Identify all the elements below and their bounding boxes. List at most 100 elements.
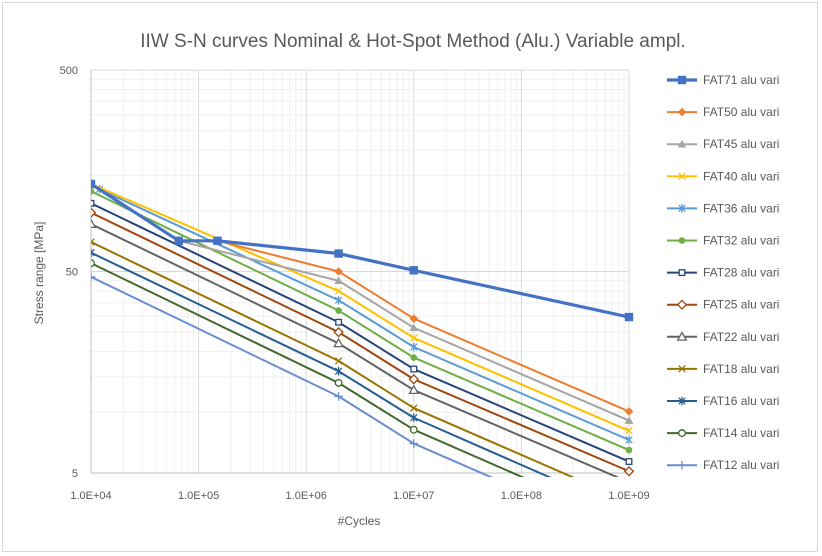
data-point (409, 439, 419, 448)
data-point (334, 295, 343, 305)
axes: 1.0E+04 1.0E+05 1.0E+06 1.0E+07 1.0E+08 1.0E+… (60, 65, 650, 502)
data-point (91, 207, 97, 218)
data-point (334, 267, 343, 276)
data-point (334, 392, 343, 401)
legend-entry: FAT16 alu vari (667, 394, 779, 408)
series-fat22-alu-vari (91, 218, 630, 477)
legend-entry: FAT28 alu vari (667, 266, 779, 280)
chart-canvas: IIW S-N curves Nominal & Hot-Spot Method… (32, 31, 779, 528)
data-point (623, 466, 635, 477)
plot-series (91, 179, 635, 527)
data-point (91, 188, 95, 195)
data-point (334, 378, 343, 387)
y-tick-label: 500 (60, 65, 78, 77)
legend-marker (677, 107, 687, 117)
legend-entry: FAT12 alu vari (667, 458, 779, 472)
legend-marker (678, 204, 686, 213)
legend-label: FAT71 alu vari (703, 73, 779, 87)
data-point (628, 476, 630, 477)
series-line (91, 190, 630, 451)
series-fat14-alu-vari (91, 259, 633, 527)
series-fat18-alu-vari (91, 238, 575, 477)
data-point (334, 249, 343, 258)
legend-marker (676, 299, 688, 310)
legend-label: FAT28 alu vari (703, 266, 779, 280)
legend-entry: FAT40 alu vari (667, 169, 779, 183)
series-fat50-alu-vari (91, 179, 634, 416)
data-point (334, 287, 343, 295)
series-line (91, 202, 630, 463)
grid (90, 69, 630, 474)
legend-label: FAT45 alu vari (703, 137, 779, 151)
legend-label: FAT25 alu vari (703, 298, 779, 312)
series-line (91, 211, 630, 473)
legend-label: FAT32 alu vari (703, 234, 779, 248)
legend-marker (678, 172, 686, 181)
data-point (335, 318, 343, 326)
data-point (91, 218, 97, 228)
data-point (410, 365, 418, 373)
legend-label: FAT14 alu vari (703, 426, 779, 440)
data-point (410, 413, 418, 423)
legend-entry: FAT71 alu vari (667, 73, 779, 87)
data-point (91, 238, 95, 246)
y-axis-title: Stress range [MPa] (32, 222, 46, 325)
x-tick-label: 1.0E+07 (393, 490, 434, 502)
legend-marker (677, 139, 687, 148)
series-fat12-alu-vari (91, 272, 494, 477)
y-tick-label: 5 (72, 468, 78, 480)
chart-title: IIW S-N curves Nominal & Hot-Spot Method… (140, 31, 686, 52)
legend-marker (678, 429, 686, 438)
data-point (625, 458, 633, 465)
data-point (410, 334, 418, 342)
legend-marker (676, 331, 688, 341)
data-point (91, 179, 96, 189)
x-tick-label: 1.0E+09 (608, 490, 649, 502)
x-tick-label: 1.0E+06 (286, 490, 327, 502)
data-point (333, 326, 344, 338)
data-point (624, 312, 634, 322)
series-line (91, 276, 494, 477)
legend-marker (678, 269, 686, 277)
data-point (626, 508, 633, 517)
data-point (334, 366, 343, 376)
legend-marker (677, 75, 687, 85)
x-tick-label: 1.0E+04 (70, 490, 111, 502)
data-point (409, 323, 419, 332)
data-point (334, 276, 343, 285)
legend-entry: FAT45 alu vari (667, 137, 779, 151)
data-point (91, 199, 95, 207)
legend-label: FAT12 alu vari (703, 458, 779, 472)
series-line (91, 223, 620, 477)
x-tick-label: 1.0E+08 (501, 490, 542, 502)
data-point (410, 342, 418, 352)
data-point (409, 425, 418, 434)
data-point (624, 407, 634, 416)
series-fat25-alu-vari (91, 207, 635, 477)
series-fat32-alu-vari (91, 188, 633, 454)
legend-entry: FAT14 alu vari (667, 426, 779, 440)
data-point (410, 354, 418, 361)
data-point (334, 357, 343, 365)
series-fat71-alu-vari (91, 179, 634, 322)
data-point (626, 520, 633, 527)
legend-label: FAT36 alu vari (703, 201, 779, 215)
series-line (91, 251, 552, 477)
x-axis-title: #Cycles (338, 514, 381, 528)
data-point (409, 314, 419, 323)
legend-entry: FAT32 alu vari (667, 234, 779, 248)
legend-entry: FAT25 alu vari (667, 298, 779, 312)
data-point (409, 266, 418, 275)
legend-label: FAT40 alu vari (703, 169, 779, 183)
y-tick-label: 50 (66, 267, 78, 279)
legend-marker (678, 365, 686, 373)
data-point (91, 272, 96, 282)
data-point (91, 259, 95, 268)
legend-entry: FAT50 alu vari (667, 105, 779, 119)
data-point (213, 236, 222, 246)
legend-entry: FAT22 alu vari (667, 330, 779, 344)
data-point (333, 337, 345, 348)
data-point (625, 427, 633, 435)
series-line (91, 183, 630, 432)
data-point (625, 446, 633, 454)
